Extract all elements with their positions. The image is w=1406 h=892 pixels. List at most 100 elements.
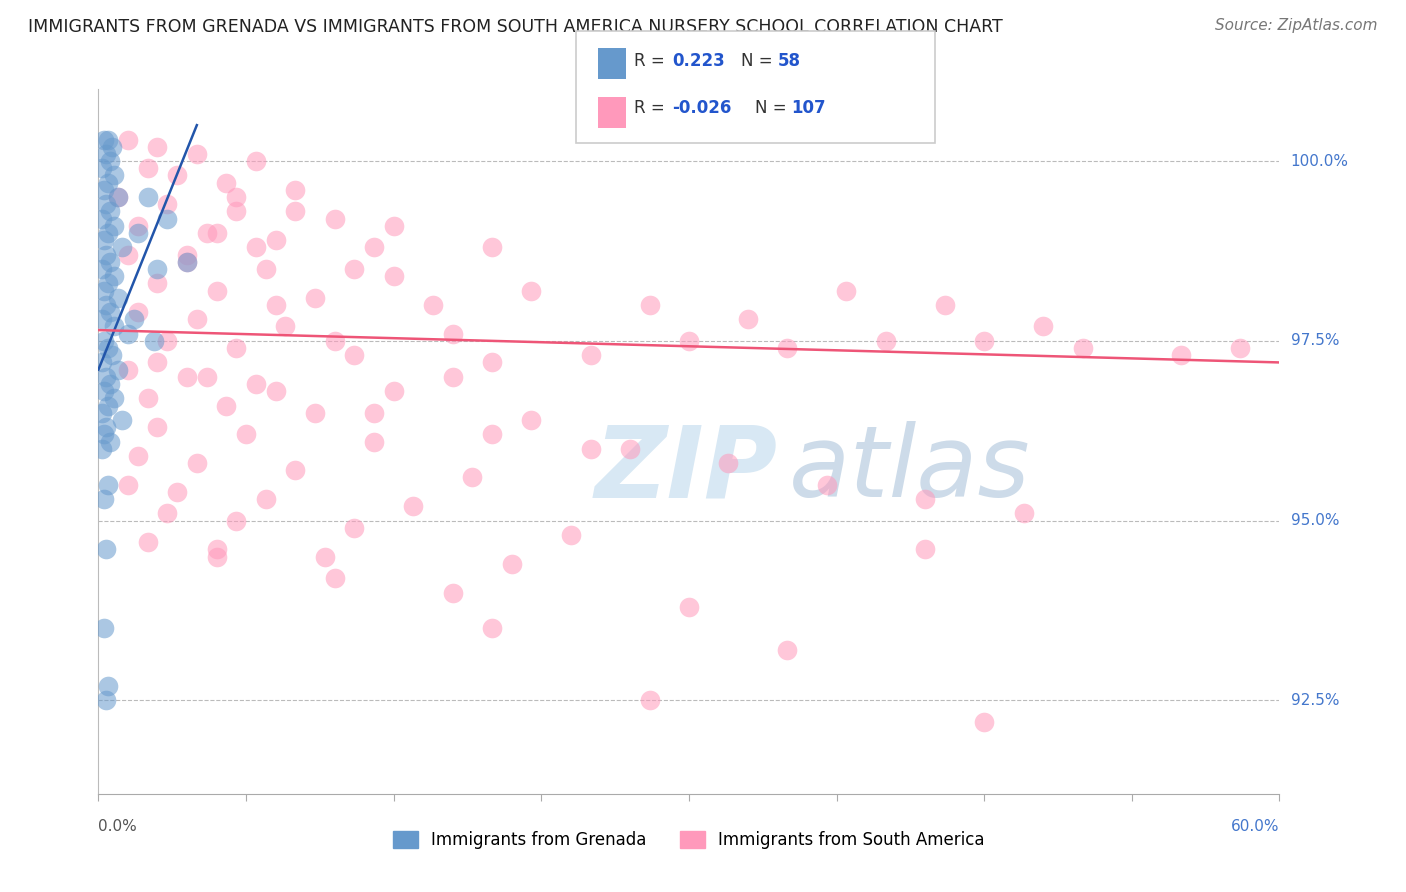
Point bbox=[93, 491, 115, 506]
Point bbox=[117, 477, 139, 491]
Point bbox=[205, 226, 228, 240]
Point bbox=[93, 233, 115, 247]
Point bbox=[481, 622, 503, 636]
Point bbox=[875, 334, 897, 348]
Point bbox=[93, 427, 115, 442]
Point bbox=[264, 384, 287, 399]
Point bbox=[93, 183, 115, 197]
Point bbox=[363, 406, 385, 420]
Point bbox=[481, 355, 503, 369]
Point bbox=[264, 298, 287, 312]
Point bbox=[254, 491, 277, 506]
Point bbox=[254, 262, 277, 277]
Point bbox=[638, 693, 661, 707]
Point bbox=[737, 312, 759, 326]
Point bbox=[1012, 507, 1035, 521]
Point bbox=[98, 434, 121, 449]
Text: ZIP: ZIP bbox=[595, 421, 778, 518]
Point bbox=[914, 542, 936, 557]
Point bbox=[382, 384, 405, 399]
Point bbox=[176, 254, 198, 268]
Point bbox=[264, 233, 287, 247]
Point bbox=[1032, 319, 1054, 334]
Point bbox=[363, 240, 385, 254]
Point bbox=[973, 714, 995, 729]
Point bbox=[422, 298, 444, 312]
Point bbox=[93, 334, 115, 348]
Point bbox=[186, 456, 208, 470]
Point bbox=[117, 326, 139, 341]
Point bbox=[98, 154, 121, 169]
Point bbox=[402, 500, 425, 514]
Point bbox=[136, 535, 159, 549]
Point bbox=[97, 176, 120, 190]
Point bbox=[560, 528, 582, 542]
Point bbox=[205, 284, 228, 298]
Point bbox=[91, 355, 114, 369]
Text: 0.223: 0.223 bbox=[672, 52, 725, 70]
Point bbox=[97, 477, 120, 491]
Point bbox=[96, 542, 118, 557]
Point bbox=[101, 139, 124, 153]
Point bbox=[284, 183, 307, 197]
Point bbox=[96, 369, 118, 384]
Point bbox=[304, 406, 326, 420]
Point bbox=[323, 211, 346, 226]
Point bbox=[97, 226, 120, 240]
Point bbox=[98, 305, 121, 319]
Text: atlas: atlas bbox=[789, 421, 1031, 518]
Point bbox=[314, 549, 336, 564]
Point bbox=[156, 507, 179, 521]
Text: IMMIGRANTS FROM GRENADA VS IMMIGRANTS FROM SOUTH AMERICA NURSERY SCHOOL CORRELAT: IMMIGRANTS FROM GRENADA VS IMMIGRANTS FR… bbox=[28, 18, 1002, 36]
Point bbox=[225, 190, 247, 204]
Point bbox=[146, 262, 169, 277]
Point bbox=[343, 521, 366, 535]
Point bbox=[776, 643, 799, 657]
Point bbox=[117, 247, 139, 261]
Point bbox=[97, 132, 120, 146]
Point bbox=[127, 226, 149, 240]
Point bbox=[245, 154, 267, 169]
Point bbox=[343, 348, 366, 362]
Point bbox=[127, 219, 149, 233]
Point bbox=[91, 262, 114, 277]
Point bbox=[225, 341, 247, 355]
Point bbox=[98, 377, 121, 392]
Point bbox=[111, 413, 134, 427]
Point bbox=[136, 161, 159, 176]
Point bbox=[96, 147, 118, 161]
Point bbox=[284, 204, 307, 219]
Text: 58: 58 bbox=[778, 52, 800, 70]
Point bbox=[284, 463, 307, 477]
Point bbox=[93, 284, 115, 298]
Point bbox=[461, 470, 484, 484]
Point bbox=[205, 542, 228, 557]
Point bbox=[225, 204, 247, 219]
Point bbox=[195, 369, 218, 384]
Point bbox=[91, 312, 114, 326]
Point bbox=[186, 147, 208, 161]
Point bbox=[343, 262, 366, 277]
Point bbox=[156, 197, 179, 211]
Point bbox=[103, 169, 125, 183]
Point bbox=[501, 557, 523, 571]
Point bbox=[382, 219, 405, 233]
Point bbox=[111, 240, 134, 254]
Point bbox=[363, 434, 385, 449]
Point bbox=[323, 334, 346, 348]
Text: N =: N = bbox=[755, 99, 792, 117]
Text: N =: N = bbox=[741, 52, 778, 70]
Point bbox=[520, 413, 543, 427]
Point bbox=[97, 679, 120, 693]
Point bbox=[103, 392, 125, 406]
Point bbox=[304, 291, 326, 305]
Text: R =: R = bbox=[634, 99, 671, 117]
Point bbox=[176, 247, 198, 261]
Point bbox=[481, 427, 503, 442]
Point bbox=[215, 176, 238, 190]
Point bbox=[146, 355, 169, 369]
Point bbox=[91, 211, 114, 226]
Text: 60.0%: 60.0% bbox=[1232, 819, 1279, 834]
Point bbox=[156, 211, 179, 226]
Point bbox=[93, 384, 115, 399]
